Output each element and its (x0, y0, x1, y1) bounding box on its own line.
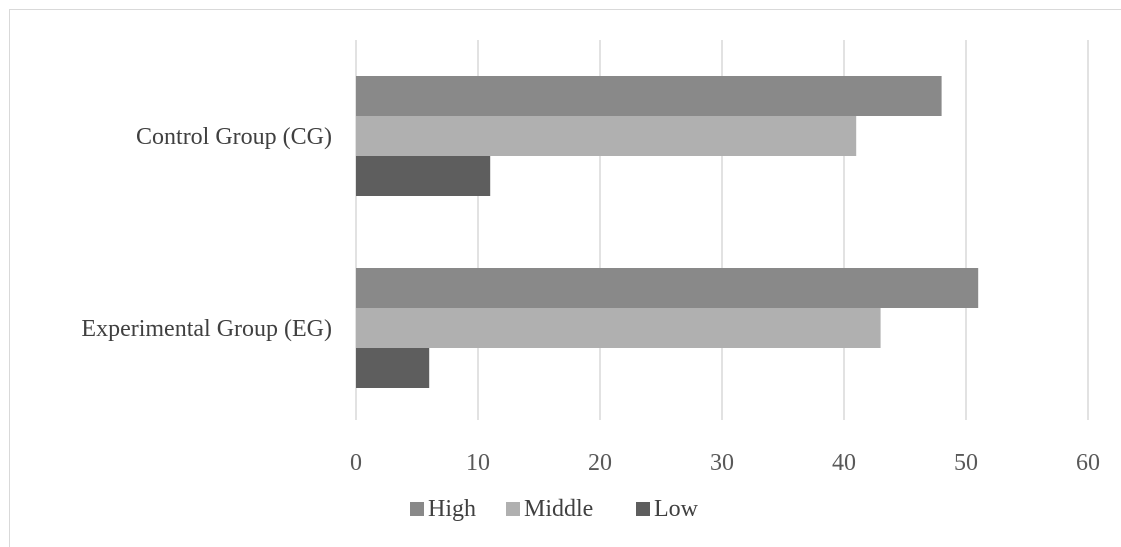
legend-label-middle: Middle (524, 496, 593, 522)
bar-middle-eg (356, 308, 881, 348)
legend-swatch-low (636, 502, 650, 516)
x-tick-label-2: 20 (588, 450, 612, 476)
bar-middle-cg (356, 116, 857, 156)
legend-swatch-high (410, 502, 424, 516)
x-tick-label-6: 60 (1076, 450, 1100, 476)
bar-low-cg (356, 156, 491, 196)
bar-high-eg (356, 268, 979, 308)
x-tick-label-4: 40 (832, 450, 856, 476)
legend-label-low: Low (654, 496, 699, 522)
x-tick-label-5: 50 (954, 450, 978, 476)
bar-low-eg (356, 348, 430, 388)
category-label-1: Experimental Group (EG) (81, 316, 332, 342)
x-tick-label-0: 0 (350, 450, 362, 476)
bar-high-cg (356, 76, 942, 116)
legend-label-high: High (428, 496, 476, 522)
chart-frame (9, 9, 1121, 547)
x-tick-label-3: 30 (710, 450, 734, 476)
x-tick-label-1: 10 (466, 450, 490, 476)
legend-swatch-middle (506, 502, 520, 516)
category-label-0: Control Group (CG) (136, 124, 332, 150)
